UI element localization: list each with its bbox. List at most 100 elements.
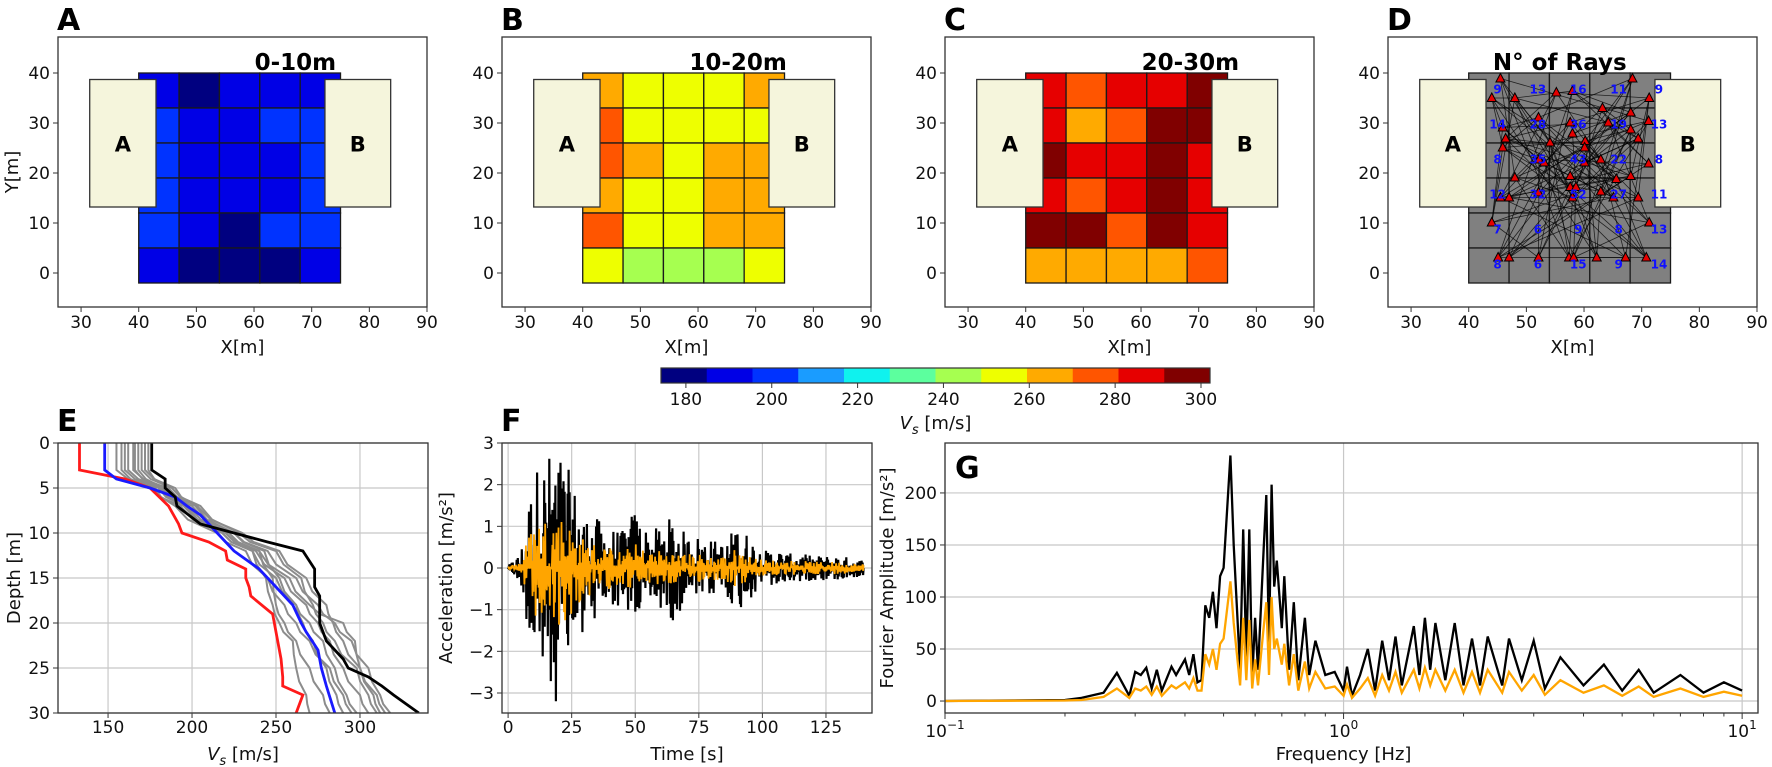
grid-cell <box>1146 72 1188 109</box>
profile-grey <box>137 443 331 713</box>
tick-exponent: 0 <box>1351 718 1359 732</box>
x-axis-label: Frequency [Hz] <box>1276 744 1412 765</box>
ray-count-label: 22 <box>1610 153 1627 167</box>
x-tick-label: 30 <box>1400 313 1422 333</box>
colorbar-tick-label: 180 <box>670 390 702 410</box>
building-label: A <box>1002 132 1019 156</box>
ray-path <box>1585 129 1631 142</box>
grid-cell <box>1105 247 1148 284</box>
y-axis-label: Depth [m] <box>4 532 25 624</box>
x-tick-label: 125 <box>810 718 842 738</box>
y-tick-label: 10 <box>472 214 494 234</box>
station-triangle <box>1533 251 1544 262</box>
y-tick-label: 40 <box>915 64 937 84</box>
ray-path <box>1584 140 1614 198</box>
axes-frame <box>501 442 873 714</box>
panel-f: F 0 25 50 75 100 125 −3 −2 −1 0 1 2 3 Time [s] Accelera… <box>436 404 873 765</box>
colorbar-bin <box>1072 368 1119 383</box>
ray-path <box>1509 197 1650 223</box>
station-triangle <box>1503 251 1515 262</box>
x-tick-label: 100 <box>746 718 778 738</box>
station-triangle <box>1533 153 1545 164</box>
axes-frame <box>944 442 1759 714</box>
y-tick-label: 150 <box>905 536 937 556</box>
ray-path <box>1570 97 1650 123</box>
y-tick-label: 0 <box>926 264 937 284</box>
x-tick-label: 40 <box>128 313 150 333</box>
panel-c: C A B 20-30m 30 40 50 60 70 80 90 0 10 20 30 40 X[m] <box>915 3 1324 358</box>
building-label: B <box>794 132 810 156</box>
grid-cell <box>622 177 665 214</box>
tick-base: 10 <box>1727 722 1749 742</box>
y-tick-label: 10 <box>28 214 50 234</box>
y-tick-label: 40 <box>1358 64 1380 84</box>
y-tick-label: 20 <box>915 164 937 184</box>
x-tick-label: 60 <box>687 313 709 333</box>
station-triangle <box>1533 186 1544 197</box>
ray-count-label: 7 <box>1493 223 1501 237</box>
building-label: A <box>559 132 576 156</box>
y-tick-label: 20 <box>472 164 494 184</box>
ray-count-label: 14 <box>1489 118 1506 132</box>
ray-count-label: 35 <box>1530 153 1547 167</box>
x-tick-label: 40 <box>1015 313 1037 333</box>
grid-cell <box>1065 212 1108 249</box>
colorbar-tick-label: 200 <box>756 390 788 410</box>
grid-cell <box>259 177 301 214</box>
spectrum-orange <box>944 581 1743 703</box>
grid-cell <box>743 212 786 249</box>
grid-cell <box>1065 142 1108 179</box>
panel-title: 10-20m <box>689 50 787 76</box>
x-axis-label: X[m] <box>1551 337 1595 358</box>
ray-count-label: 16 <box>1570 83 1587 97</box>
grid-cell <box>1146 247 1188 284</box>
ray-path <box>1584 78 1633 142</box>
grid-cell <box>138 212 180 249</box>
colorbar-bin <box>706 368 753 383</box>
grid-cell <box>178 247 221 284</box>
ray-path <box>1502 147 1540 160</box>
station-triangle <box>1495 191 1506 202</box>
colorbar-bin <box>889 368 936 383</box>
ray-path <box>1514 97 1540 160</box>
tick-exponent: 1 <box>1749 718 1757 732</box>
grid-cell <box>259 142 301 179</box>
label-symbol: V <box>900 413 914 434</box>
ray-count-label: 15 <box>1570 258 1587 272</box>
y-tick-label: 40 <box>28 64 50 84</box>
ray-path <box>1502 147 1647 258</box>
grid-cell <box>178 142 221 179</box>
grid-cell <box>178 177 221 214</box>
colorbar-frame <box>660 367 1211 384</box>
ray-path <box>1505 138 1639 198</box>
grid-cell <box>703 72 745 109</box>
colorbar-tick-label: 280 <box>1099 390 1131 410</box>
grid-cell <box>582 247 624 284</box>
ray-path <box>1549 142 1570 258</box>
grid-cell <box>299 212 342 249</box>
ray-path <box>1543 162 1575 258</box>
grid-cell <box>1065 72 1108 109</box>
ray-path <box>1500 197 1626 258</box>
station-triangle <box>1625 106 1637 117</box>
grid-cell <box>259 247 301 284</box>
grid-cell <box>662 72 705 109</box>
grid-cell <box>1105 142 1148 179</box>
grid-cell <box>662 107 705 144</box>
x-tick-label: 90 <box>416 313 438 333</box>
station-triangle <box>1627 72 1638 83</box>
station-triangle <box>1595 185 1607 196</box>
ray-path <box>1497 122 1571 258</box>
tick-exponent: −1 <box>947 718 965 732</box>
grid-cell <box>1065 177 1108 214</box>
ray-count-label: 43 <box>1570 153 1587 167</box>
ray-count-label: 12 <box>1489 188 1506 202</box>
ray-path <box>1514 142 1551 178</box>
panel-a: A A B 0-10m 30 40 50 60 70 80 90 0 10 20 30 40 X[m] Y[m] <box>2 3 438 358</box>
y-tick-label: 10 <box>28 524 50 544</box>
x-axis-label: Time [s] <box>649 744 723 765</box>
grid-cell <box>662 142 705 179</box>
colorbar-bin <box>1027 368 1074 383</box>
station-triangle <box>1503 191 1515 202</box>
